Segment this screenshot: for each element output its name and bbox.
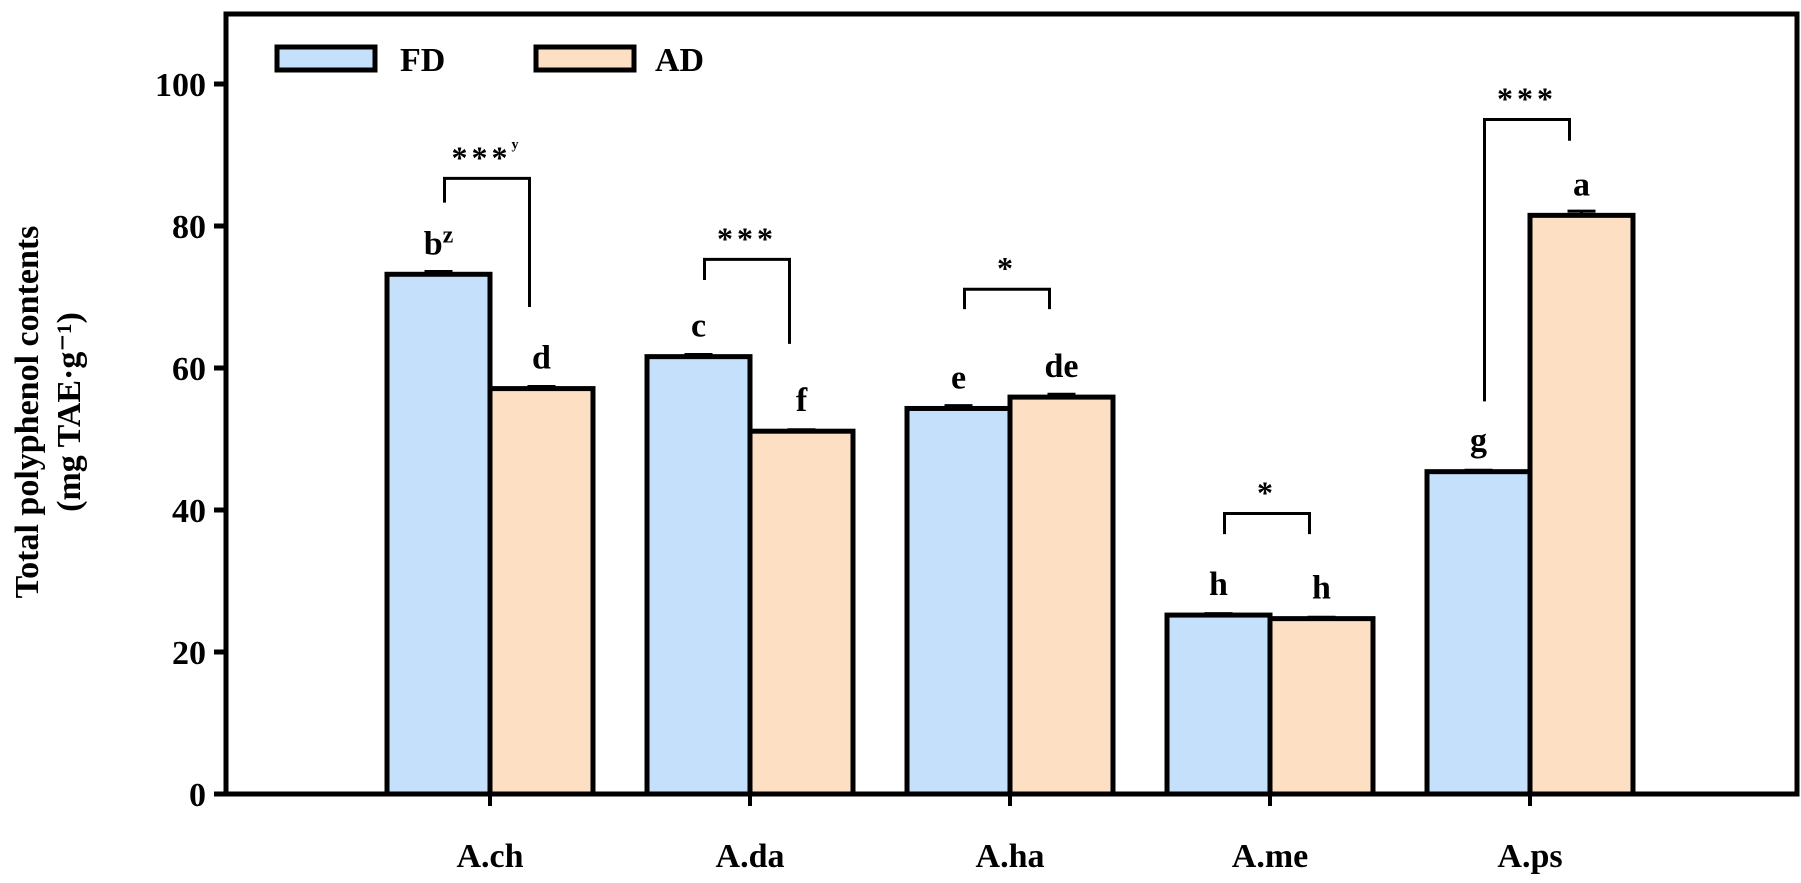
y-axis-label-line2: (mg TAE·g⁻¹) [51,312,88,512]
letter-superscript: z [443,222,454,248]
x-tick-label: A.ha [976,838,1045,875]
y-tick-label: 100 [155,67,206,104]
significance-letter: f [796,382,808,419]
bar-ad-ame [1267,616,1376,797]
x-tick-label: A.ps [1497,838,1562,875]
y-tick-label: 60 [172,351,206,388]
y-tick-label: 80 [172,209,206,246]
significance-bracket [1483,118,1571,402]
plot-frame [223,11,1800,797]
significance-letter: a [1573,166,1590,203]
bar-ad-aha [1007,394,1116,797]
significance-letter: c [691,308,706,345]
bar-fd-aps [1424,469,1533,797]
bar-fd-ada [644,354,753,797]
bar-ad-aps [1527,212,1636,797]
significance-stars: *** [1497,81,1557,117]
legend-label-fd: FD [400,42,445,79]
significance-letter: de [1045,348,1079,385]
y-tick-label: 40 [172,493,206,530]
stars-superscript: y [512,137,523,152]
significance-letter: bz [424,222,454,262]
significance-letter: g [1470,423,1487,460]
significance-bracket [963,287,1051,310]
legend-swatch-ad [533,44,637,73]
y-tick-label: 20 [172,635,206,672]
x-tick-label: A.ch [456,838,523,875]
significance-letter: h [1312,570,1331,607]
x-tick-label: A.da [716,838,785,875]
y-tick-label: 0 [189,777,206,814]
significance-bracket [1223,512,1311,535]
significance-stars: ***y [452,137,523,175]
legend-swatch-fd [274,44,378,73]
bar-fd-aha [904,405,1013,797]
bar-fd-ame [1164,612,1273,797]
y-axis-label-line1: Total polyphenol contents [9,226,46,599]
legend-label-ad: AD [655,42,704,79]
bar-ad-ada [747,428,856,797]
significance-stars: * [1257,475,1277,511]
significance-letter: d [532,340,551,377]
significance-letter: e [951,359,966,396]
significance-bracket [443,176,531,307]
x-tick-label: A.me [1232,838,1308,875]
y-axis-label: Total polyphenol contents (mg TAE·g⁻¹) [9,226,88,599]
bar-ad-ach [487,386,596,797]
significance-letter: h [1209,566,1228,603]
significance-stars: * [997,250,1017,286]
bar-fd-ach [384,271,493,797]
significance-bracket [703,257,791,344]
significance-stars: *** [717,220,777,256]
